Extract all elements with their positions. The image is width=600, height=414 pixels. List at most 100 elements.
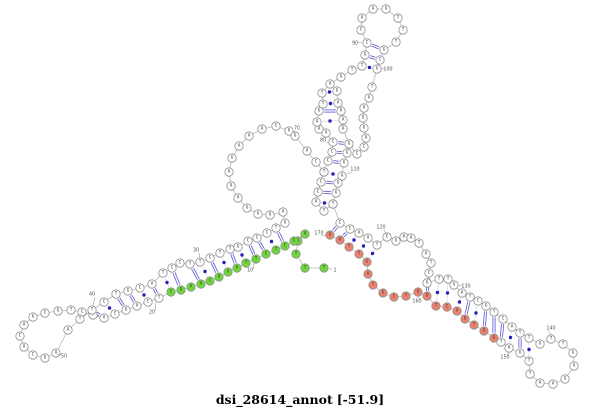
position-label: 160 [412, 299, 421, 305]
nucleotide-circle [234, 141, 244, 151]
nucleotide-letter: G [127, 288, 130, 294]
nucleotide-letter: C [349, 226, 352, 232]
nucleotide-circle [227, 153, 237, 163]
base-pair-double-line [154, 287, 159, 294]
nucleotide-circle [381, 4, 391, 14]
nucleotide-circle [233, 242, 243, 252]
nucleotide-circle [242, 203, 252, 213]
nucleotide-letter: C [356, 151, 359, 157]
nucleotide-letter: A [367, 235, 370, 241]
nucleotide-letter: A [361, 15, 364, 21]
nucleotide-letter: G [288, 128, 291, 134]
nucleotide-letter: G [464, 316, 467, 322]
nucleotide-letter: A [227, 269, 230, 275]
nucleotide-circle [496, 337, 506, 347]
nucleotide-letter: T [245, 260, 248, 266]
nucleotide-circle [507, 322, 517, 332]
nucleotide-letter: G [417, 289, 420, 295]
nucleotide-letter: G [294, 133, 297, 139]
nucleotide-letter: G [362, 115, 365, 121]
nucleotide-letter: C [170, 289, 173, 295]
nucleotide-letter: T [473, 322, 476, 328]
nucleotide-circle [361, 133, 371, 143]
nucleotide-circle [434, 274, 444, 284]
nucleotide-letter: G [284, 220, 287, 226]
base-pair-double-line [372, 43, 380, 48]
nucleotide-circle [316, 177, 326, 187]
nucleotide-letter: C [331, 149, 334, 155]
nucleotide-circle [382, 232, 392, 242]
nucleotide-letter: G [483, 328, 486, 334]
nucleotide-letter: A [238, 143, 241, 149]
nucleotide-letter: T [323, 169, 326, 175]
nucleotide-letter: G [32, 314, 35, 320]
nucleotide-circle [223, 267, 233, 277]
base-pair-dot [327, 90, 332, 94]
nucleotide-circle [158, 268, 168, 278]
nucleotide-letter: A [511, 324, 514, 330]
nucleotide-circle [569, 361, 579, 371]
nucleotide-letter: C [32, 352, 35, 358]
nucleotide-circle [176, 285, 186, 295]
base-pair-double-line [278, 231, 285, 242]
nucleotide-circle [524, 356, 534, 366]
nucleotide-letter: T [528, 358, 531, 364]
nucleotide-circle [233, 193, 243, 203]
nucleotide-circle [558, 339, 568, 349]
nucleotide-letter: G [519, 350, 522, 356]
nucleotide-letter: A [55, 350, 58, 356]
nucleotide-letter: T [91, 307, 94, 313]
nucleotide-circle [121, 305, 131, 315]
base-pair-double-line [119, 297, 125, 306]
nucleotide-letter: A [248, 133, 251, 139]
nucleotide-letter: T [528, 335, 531, 341]
nucleotide-circle [460, 314, 470, 324]
base-pair-dot [142, 293, 146, 297]
nucleotide-letter: T [447, 276, 450, 282]
nucleotide-circle [40, 308, 50, 318]
nucleotide-circle [205, 253, 215, 263]
nucleotide-circle [53, 306, 63, 316]
nucleotide-letter: G [269, 212, 272, 218]
label-tick [547, 330, 552, 336]
nucleotide-circle [372, 240, 382, 250]
nucleotide-circle [252, 233, 262, 243]
nucleotide-letter: A [363, 105, 366, 111]
nucleotide-circle [75, 314, 85, 324]
base-pair-dot [370, 251, 375, 256]
nucleotide-circle [357, 61, 367, 71]
label-tick [357, 41, 363, 44]
nucleotide-letter: C [446, 304, 449, 310]
nucleotide-letter: A [103, 315, 106, 321]
nucleotide-circle [481, 301, 491, 311]
nucleotide-letter: A [316, 119, 319, 125]
nucleotide-letter: T [348, 244, 351, 250]
nucleotide-circle [318, 99, 328, 109]
nucleotide-circle [15, 331, 25, 341]
nucleotide-letter: A [261, 126, 264, 132]
base-pair-double-line [466, 302, 471, 315]
nucleotide-letter: G [426, 280, 429, 286]
nucleotide-letter: G [237, 244, 240, 250]
nucleotide-letter: A [403, 234, 406, 240]
nucleotide-letter: A [200, 281, 203, 287]
nucleotide-circle [424, 268, 434, 278]
nucleotide-letter: C [332, 139, 335, 145]
nucleotide-circle [243, 236, 253, 246]
nucleotide-letter: G [346, 150, 349, 156]
nucleotide-circle [262, 228, 272, 238]
nucleotide-circle [311, 197, 321, 207]
base-pair-double-line [258, 242, 263, 251]
nucleotide-circle [328, 199, 338, 209]
nucleotide-circle [87, 305, 97, 315]
base-pair-double-line [502, 324, 505, 337]
nucleotide-circle [548, 379, 558, 389]
base-pair-double-line [96, 311, 101, 315]
base-pair-double-line [276, 232, 283, 243]
nucleotide-letter: C [293, 238, 296, 244]
nucleotide-circle [28, 312, 38, 322]
nucleotide-letter: A [318, 126, 321, 132]
base-pair-double-line [344, 233, 348, 238]
nucleotide-letter: T [321, 90, 324, 96]
